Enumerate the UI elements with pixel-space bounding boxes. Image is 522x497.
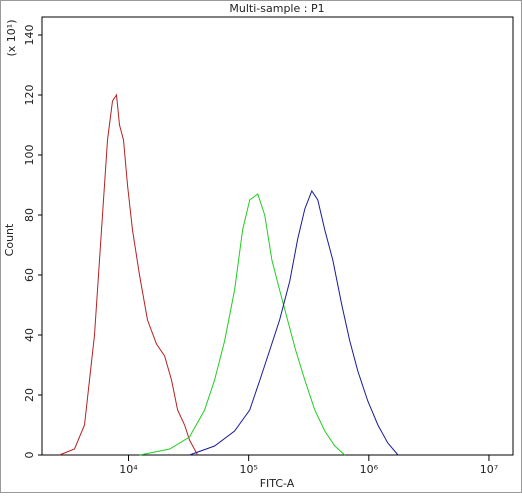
series-line [59,93,199,456]
y-annotation: (x 10¹) [5,20,18,57]
plot-area [41,16,514,456]
y-tick-label: 80 [23,208,36,222]
y-axis-label: Count [3,223,16,256]
y-tick-label: 60 [23,268,36,282]
y-tick-label: 140 [23,25,36,46]
y-tick-label: 0 [23,452,36,459]
y-tick-label: 120 [23,85,36,106]
chart-title: Multi-sample : P1 [229,2,324,15]
x-tick-label: 10⁴ [119,463,138,476]
x-axis-label: FITC-A [260,477,295,490]
series-line [139,193,346,456]
y-tick-label: 40 [23,328,36,342]
y-tick-label: 100 [23,145,36,166]
series-line [189,189,399,456]
y-tick-label: 20 [23,388,36,402]
x-tick-label: 10⁶ [360,463,379,476]
x-tick-label: 10⁵ [239,463,257,476]
x-tick-label: 10⁷ [480,463,498,476]
